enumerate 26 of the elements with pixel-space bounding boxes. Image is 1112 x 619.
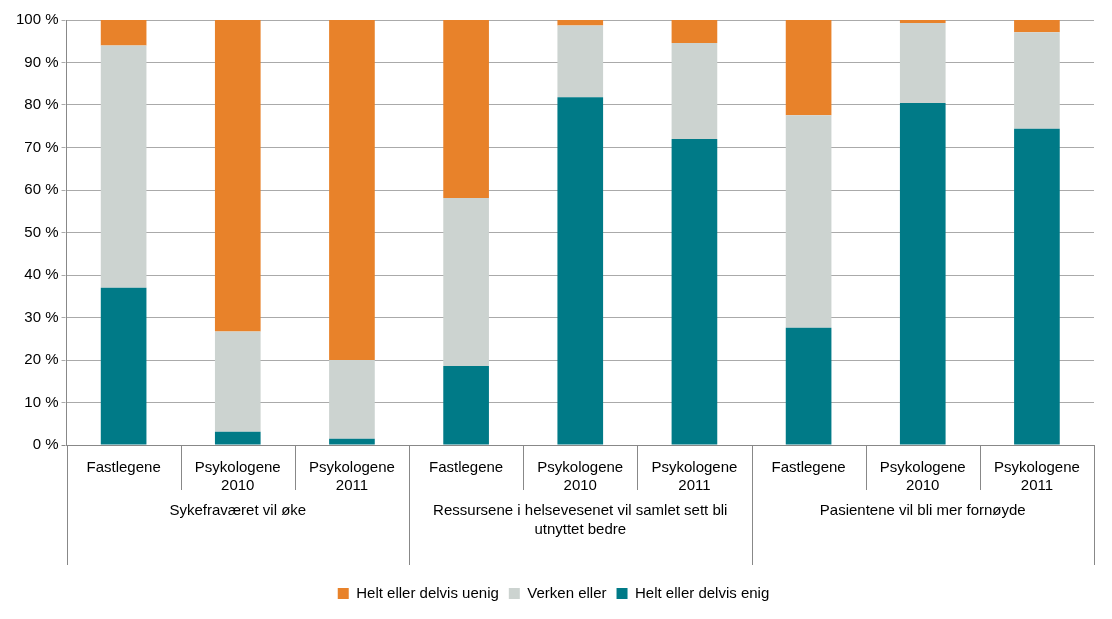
legend-label: Helt eller delvis uenig	[356, 583, 499, 601]
y-tick-label: 30 %	[24, 307, 59, 325]
y-tick-label: 60 %	[24, 180, 59, 198]
x-tick-label: Psykologene 2011	[993, 458, 1080, 494]
y-tick-label: 80 %	[24, 95, 59, 113]
legend-label: Verken eller	[527, 583, 607, 601]
text: Sykefraværet vil øke	[169, 500, 307, 518]
x-tick-label: Psykologene 2010	[537, 458, 624, 494]
x-tick-label: Fastlegene	[428, 458, 504, 476]
x-tick-label: Psykologene 2011	[651, 458, 738, 494]
text: Pasientene vil bli mer fornøyde	[819, 500, 1026, 518]
x-tick-label: Psykologene 2010	[194, 458, 281, 494]
y-tick-label: 50 %	[24, 222, 59, 240]
legend-label: Helt eller delvis enig	[635, 583, 770, 601]
y-tick-label: 90 %	[24, 52, 59, 70]
x-tick-label: Psykologene 2010	[879, 458, 966, 494]
x-tick-label: Fastlegene	[771, 458, 846, 476]
y-tick-label: 0 %	[32, 435, 59, 453]
y-tick-label: 20 %	[24, 350, 59, 368]
y-tick-label: 100 %	[15, 10, 59, 28]
y-tick-label: 40 %	[24, 265, 59, 283]
y-tick-label: 70 %	[24, 137, 59, 155]
y-tick-label: 10 %	[24, 392, 59, 410]
x-tick-label: Fastlegene	[86, 458, 161, 476]
text: Ressursene i helsevesenet vil samlet sett bli utnyttet bedre	[433, 500, 728, 537]
x-tick-label: Psykologene 2011	[308, 458, 395, 494]
